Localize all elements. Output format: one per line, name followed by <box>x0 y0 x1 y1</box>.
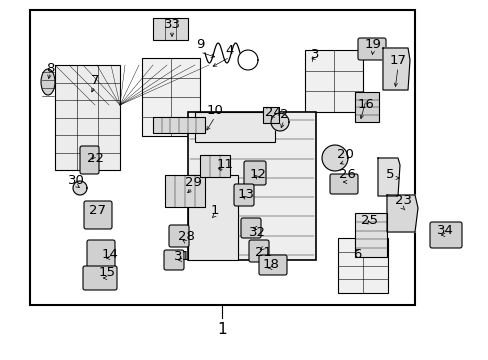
Bar <box>263 107 279 123</box>
Bar <box>153 117 204 133</box>
Ellipse shape <box>41 69 55 95</box>
Text: 10: 10 <box>206 104 223 117</box>
FancyBboxPatch shape <box>83 266 117 290</box>
Text: 19: 19 <box>364 39 381 51</box>
Text: 6: 6 <box>352 248 361 261</box>
Bar <box>30 10 414 305</box>
Text: 8: 8 <box>46 62 54 75</box>
Text: 22: 22 <box>86 152 103 165</box>
Text: 13: 13 <box>237 189 254 202</box>
FancyBboxPatch shape <box>241 218 261 238</box>
Text: 16: 16 <box>357 99 374 112</box>
FancyBboxPatch shape <box>84 201 112 229</box>
Bar <box>164 175 204 207</box>
Polygon shape <box>386 195 417 232</box>
FancyBboxPatch shape <box>234 184 253 206</box>
FancyBboxPatch shape <box>163 250 183 270</box>
Text: 1: 1 <box>217 323 226 338</box>
Text: 31: 31 <box>173 251 190 264</box>
FancyBboxPatch shape <box>80 146 99 174</box>
Bar <box>305 50 362 112</box>
Text: 32: 32 <box>248 225 265 238</box>
Text: 14: 14 <box>102 248 118 261</box>
Text: 26: 26 <box>338 168 355 181</box>
Text: 17: 17 <box>389 54 406 67</box>
FancyBboxPatch shape <box>87 240 115 268</box>
Bar <box>200 155 229 177</box>
Bar <box>153 18 187 40</box>
Bar <box>354 213 386 257</box>
Polygon shape <box>322 145 347 171</box>
Text: 12: 12 <box>249 168 266 181</box>
FancyBboxPatch shape <box>169 225 189 247</box>
Text: 23: 23 <box>394 194 411 207</box>
Text: 34: 34 <box>436 224 452 237</box>
Text: 18: 18 <box>262 258 279 271</box>
Text: 27: 27 <box>88 203 105 216</box>
Text: 30: 30 <box>67 174 84 186</box>
Text: 3: 3 <box>310 49 319 62</box>
Text: 33: 33 <box>163 18 180 31</box>
FancyBboxPatch shape <box>357 38 385 60</box>
Bar <box>195 112 274 142</box>
FancyBboxPatch shape <box>244 161 265 185</box>
Bar <box>187 112 315 260</box>
Bar <box>142 58 200 136</box>
FancyBboxPatch shape <box>429 222 461 248</box>
FancyBboxPatch shape <box>248 240 268 262</box>
Text: 4: 4 <box>225 44 234 57</box>
Text: 1: 1 <box>210 203 219 216</box>
Polygon shape <box>377 158 399 196</box>
Text: 24: 24 <box>264 105 281 118</box>
FancyBboxPatch shape <box>329 174 357 194</box>
Text: 25: 25 <box>361 213 378 226</box>
Bar <box>354 92 378 122</box>
Bar <box>337 238 387 293</box>
Bar <box>187 175 238 260</box>
Text: 9: 9 <box>195 39 204 51</box>
Text: 11: 11 <box>216 158 233 171</box>
Bar <box>55 65 120 170</box>
Text: 15: 15 <box>98 266 115 279</box>
Text: 7: 7 <box>91 73 99 86</box>
Text: 5: 5 <box>385 168 393 181</box>
Text: 28: 28 <box>177 230 194 243</box>
Text: 29: 29 <box>184 176 201 189</box>
Polygon shape <box>73 181 87 195</box>
Text: 21: 21 <box>254 246 271 258</box>
Polygon shape <box>270 113 288 131</box>
FancyBboxPatch shape <box>259 255 286 275</box>
Polygon shape <box>382 48 409 90</box>
Text: 20: 20 <box>336 148 353 162</box>
Text: 2: 2 <box>279 108 287 122</box>
